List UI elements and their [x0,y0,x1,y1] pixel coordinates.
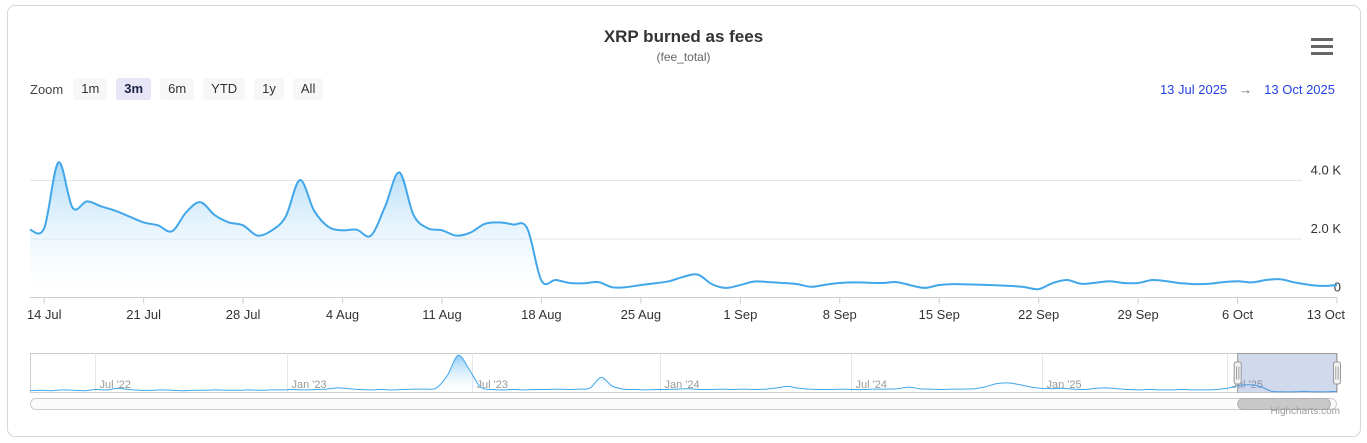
date-range: 13 Jul 2025 → 13 Oct 2025 [1160,82,1335,97]
navigator-axis-label: Jan '25 [1047,379,1082,391]
main-series-line [29,161,1338,291]
x-axis-label: 8 Sep [823,307,857,322]
zoom-label: Zoom [30,81,64,97]
zoom-button-all[interactable]: All [292,78,324,100]
main-area-series[interactable] [30,162,1337,297]
navigator-mask[interactable] [1237,353,1337,393]
highcharts-credit-link[interactable]: Highcharts.com [1270,406,1340,417]
navigator-axis-label: Jul '22 [100,379,131,391]
x-axis-label: 4 Aug [326,307,359,322]
navigator-series-line [29,354,1338,393]
chart-title: XRP burned as fees [603,27,764,46]
scrollbar-thumb[interactable] [1237,398,1331,410]
hamburger-icon [1311,52,1333,55]
x-axis-label: 13 Oct [1307,307,1346,322]
x-axis-label: 18 Aug [521,307,562,322]
x-axis-label: 15 Sep [919,307,960,322]
navigator-axis-label: Jan '24 [665,379,700,391]
navigator-handle-right[interactable] [1333,361,1341,385]
x-axis-label: 28 Jul [226,307,261,322]
zoom-button-6m[interactable]: 6m [160,78,195,100]
hamburger-icon [1311,45,1333,48]
x-axis-label: 21 Jul [126,307,161,322]
zoom-button-3m[interactable]: 3m [116,78,152,100]
x-axis-label: 22 Sep [1018,307,1059,322]
navigator-axis-label: Jul '23 [477,379,508,391]
y-axis-label: 4.0 K [1311,163,1342,178]
y-axis-label: 0 [1334,280,1341,295]
x-axis-label: 11 Aug [422,307,462,322]
zoom-button-1y[interactable]: 1y [254,78,284,100]
range-selector: Zoom 1m 3m 6m YTD 1y All [30,78,324,100]
arrow-right-icon: → [1239,82,1253,97]
chart-subtitle: (fee_total) [656,50,711,64]
x-axis-label: 1 Sep [723,307,757,322]
x-axis-label: 14 Jul [27,307,62,322]
y-axis-label: 2.0 K [1311,221,1342,236]
range-to-input[interactable]: 13 Oct 2025 [1264,82,1335,97]
x-axis-label: 6 Oct [1222,307,1253,322]
range-from-input[interactable]: 13 Jul 2025 [1159,82,1228,97]
hamburger-icon [1311,38,1333,41]
scrollbar-track[interactable] [30,398,1337,410]
zoom-button-ytd[interactable]: YTD [203,78,246,100]
x-axis-label: 29 Sep [1118,307,1159,322]
x-axis-label: 25 Aug [621,307,662,322]
chart-card [7,5,1361,437]
zoom-button-1m[interactable]: 1m [73,78,108,100]
navigator-axis-label: Jan '23 [292,379,327,391]
navigator-handle-left[interactable] [1233,361,1242,385]
context-menu-button[interactable] [1311,38,1333,55]
navigator-axis-label: Jul '24 [856,379,887,391]
